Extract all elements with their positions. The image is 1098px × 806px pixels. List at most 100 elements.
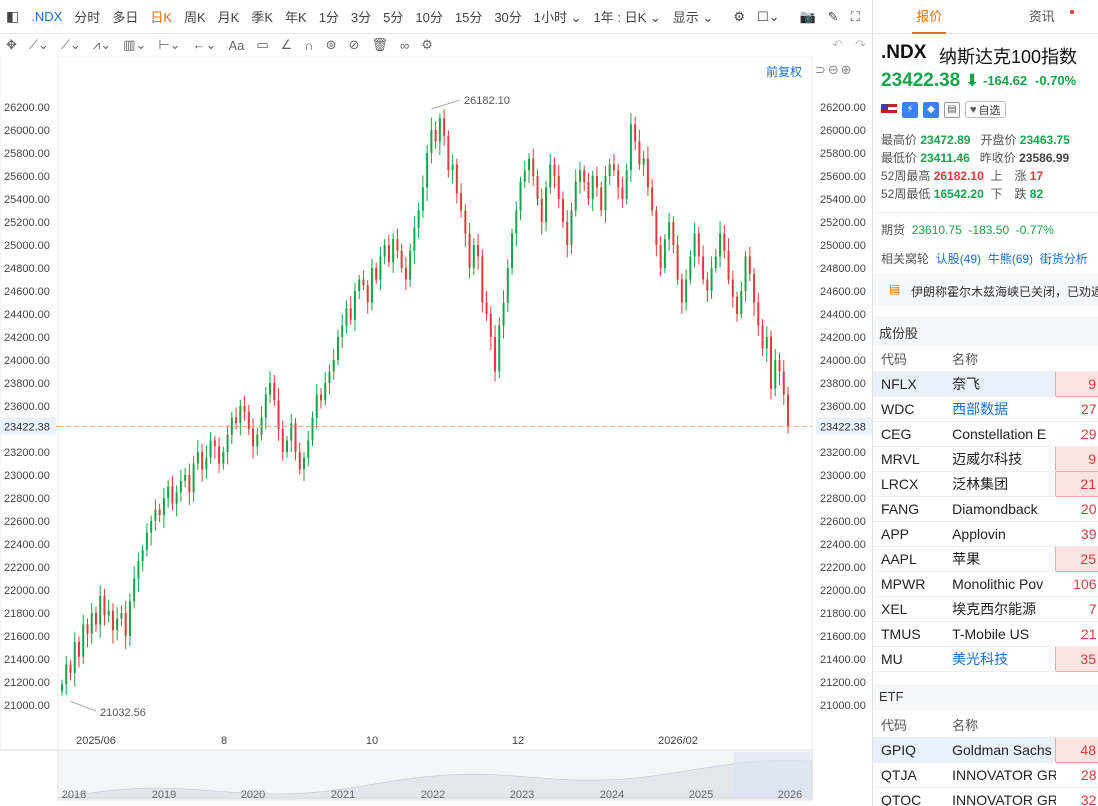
draw-settings-icon[interactable]: ⚙ bbox=[421, 37, 433, 52]
news-banner[interactable]: ▤ 伊朗称霍尔木兹海峡已关闭，已劝返 bbox=[873, 274, 1098, 306]
table-row[interactable]: QTOC INNOVATOR GR 32 bbox=[873, 787, 1098, 806]
candle-body bbox=[400, 250, 403, 268]
futures-change: -183.50 bbox=[968, 223, 1010, 237]
note-tool-icon[interactable]: ▭ bbox=[256, 37, 269, 52]
candle-body bbox=[277, 400, 280, 429]
candle-body bbox=[748, 256, 751, 274]
etf-table: 代码 名称 GPIQ Goldman Sachs 48 QTJA INNOVATOR GR 2… bbox=[873, 712, 1098, 806]
period-tab[interactable]: 15分 bbox=[454, 10, 483, 25]
column-header[interactable]: 代码 bbox=[873, 346, 945, 372]
zigzag-tool-icon[interactable]: ⩘⌄ bbox=[92, 37, 112, 52]
ray-tool-icon[interactable]: ⟋⌄ bbox=[60, 37, 81, 52]
pen-icon[interactable]: ✎ bbox=[827, 8, 839, 24]
candle-body bbox=[719, 233, 722, 257]
link-icon[interactable]: ∞ bbox=[399, 37, 410, 53]
overview-year-label: 2021 bbox=[331, 789, 355, 801]
display-menu[interactable]: 显示 ⌄ bbox=[672, 10, 714, 25]
zoom-controls[interactable]: ⊃⊖⊕ bbox=[815, 62, 854, 77]
tab-news[interactable]: 资讯 bbox=[986, 0, 1098, 34]
candle-body bbox=[489, 314, 492, 337]
period-tab[interactable]: 日K bbox=[150, 10, 172, 25]
candle-body bbox=[506, 268, 509, 303]
period-tab[interactable]: 年K bbox=[285, 10, 307, 25]
table-row[interactable]: WDC 西部数据 27 bbox=[873, 396, 1098, 422]
candle-body bbox=[570, 210, 573, 245]
text-tool-icon[interactable]: Aa bbox=[228, 37, 245, 53]
undo-icon[interactable]: ↶ bbox=[832, 37, 844, 52]
column-header[interactable]: 名称 bbox=[944, 346, 1056, 372]
restore-rights-button[interactable]: 前复权 bbox=[766, 65, 803, 79]
row-name: 奈飞 bbox=[944, 371, 1056, 397]
trash-icon[interactable]: 🗑 bbox=[371, 37, 388, 52]
candle-body bbox=[111, 610, 114, 631]
candle-body bbox=[421, 187, 424, 211]
ruler-icon[interactable]: ∠ bbox=[280, 37, 293, 52]
period-tab[interactable]: 多日 bbox=[112, 10, 139, 25]
measure-tool-icon[interactable]: ⊢⌄ bbox=[158, 37, 181, 52]
candle-body bbox=[396, 239, 399, 251]
x-tick-label: 8 bbox=[221, 735, 227, 747]
line-tool-icon[interactable]: ⟋⌄ bbox=[28, 37, 49, 52]
note-icon[interactable]: ▤ bbox=[944, 101, 960, 118]
period-tab[interactable]: 10分 bbox=[415, 10, 443, 25]
period-tab[interactable]: 周K bbox=[184, 10, 206, 25]
tag-icon[interactable]: ◆ bbox=[923, 101, 939, 118]
stat-label: 最低价 bbox=[881, 151, 918, 165]
candle-body bbox=[727, 250, 730, 280]
period-tab[interactable]: 月K bbox=[217, 10, 240, 25]
table-row[interactable]: APP Applovin 39 bbox=[873, 521, 1098, 547]
price-tag-left: 23422.38 bbox=[4, 421, 50, 433]
period-tab[interactable]: 季K bbox=[251, 10, 274, 25]
table-row[interactable]: TMUS T-Mobile US 21 bbox=[873, 621, 1098, 647]
period-tab[interactable]: 分时 bbox=[74, 10, 101, 25]
crosshair-icon[interactable]: ✥ bbox=[6, 37, 17, 52]
table-row[interactable]: CEG Constellation E 29 bbox=[873, 421, 1098, 447]
warrants-call-link[interactable]: 认股(49) bbox=[935, 252, 982, 266]
y-tick-label-left: 25400.00 bbox=[4, 194, 50, 206]
period-tab[interactable]: 30分 bbox=[494, 10, 522, 25]
arrow-tool-icon[interactable]: ←⌄ bbox=[192, 37, 217, 52]
candle-body bbox=[158, 509, 161, 516]
square-icon[interactable]: ☐⌄ bbox=[756, 8, 780, 24]
table-row[interactable]: AAPL 苹果 25 bbox=[873, 545, 1098, 572]
period-tab[interactable]: 1年 : 日K ⌄ bbox=[593, 10, 661, 25]
magnet-icon[interactable]: ∩ bbox=[304, 37, 314, 53]
table-row[interactable]: FANG Diamondback 20 bbox=[873, 496, 1098, 522]
table-row[interactable]: GPIQ Goldman Sachs 48 bbox=[873, 736, 1098, 763]
table-row[interactable]: NFLX 奈飞 9 bbox=[873, 370, 1098, 397]
settings-icon[interactable]: ⚙ bbox=[733, 8, 745, 24]
candle-body bbox=[528, 158, 531, 171]
redo-icon[interactable]: ↷ bbox=[855, 37, 866, 52]
table-row[interactable]: QTJA INNOVATOR GR 28 bbox=[873, 762, 1098, 788]
column-header[interactable]: 代码 bbox=[873, 712, 945, 738]
warrants-bull-link[interactable]: 牛熊(69) bbox=[987, 252, 1034, 266]
table-row[interactable]: XEL 埃克西尔能源 7 bbox=[873, 596, 1098, 622]
tab-quote[interactable]: 报价 bbox=[873, 0, 986, 34]
trade-icon[interactable]: ⚡ bbox=[902, 101, 918, 118]
table-row[interactable]: MRVL 迈威尔科技 9 bbox=[873, 445, 1098, 472]
period-tab[interactable]: 1分 bbox=[318, 10, 339, 25]
table-row[interactable]: MPWR Monolithic Pov 106 bbox=[873, 571, 1098, 597]
overview-area bbox=[57, 760, 813, 799]
column-header[interactable]: 名称 bbox=[944, 712, 1056, 738]
hide-icon[interactable]: ⊘ bbox=[348, 37, 360, 52]
period-tab[interactable]: 5分 bbox=[383, 10, 404, 25]
camera-icon[interactable]: 📷 bbox=[799, 8, 816, 24]
fullscreen-icon[interactable]: ⛶ bbox=[850, 8, 860, 24]
period-tab[interactable]: 1小时 ⌄ bbox=[533, 10, 582, 25]
add-watchlist-button[interactable]: ♥ 自选 bbox=[965, 101, 1006, 118]
symbol-label[interactable]: .NDX bbox=[31, 9, 63, 24]
warrants-analysis-link[interactable]: 街货分析 bbox=[1039, 252, 1088, 266]
table-row[interactable]: MU 美光科技 35 bbox=[873, 645, 1098, 672]
candle-body bbox=[494, 337, 497, 372]
candle-body bbox=[578, 170, 581, 182]
layout-icon[interactable]: ◧ bbox=[6, 8, 20, 24]
kline-chart[interactable]: 前复权 ⊃⊖⊕ 26200.00 26200.00 26000.00 26000.00… bbox=[0, 56, 872, 806]
fib-tool-icon[interactable]: ▥⌄ bbox=[123, 37, 147, 52]
period-tab[interactable]: 3分 bbox=[350, 10, 372, 25]
candle-body bbox=[362, 279, 365, 286]
candle-body bbox=[472, 245, 475, 268]
lock-icon[interactable]: ⊜ bbox=[325, 37, 337, 52]
table-row[interactable]: LRCX 泛林集团 21 bbox=[873, 470, 1098, 497]
row-name: INNOVATOR GR bbox=[944, 762, 1056, 788]
